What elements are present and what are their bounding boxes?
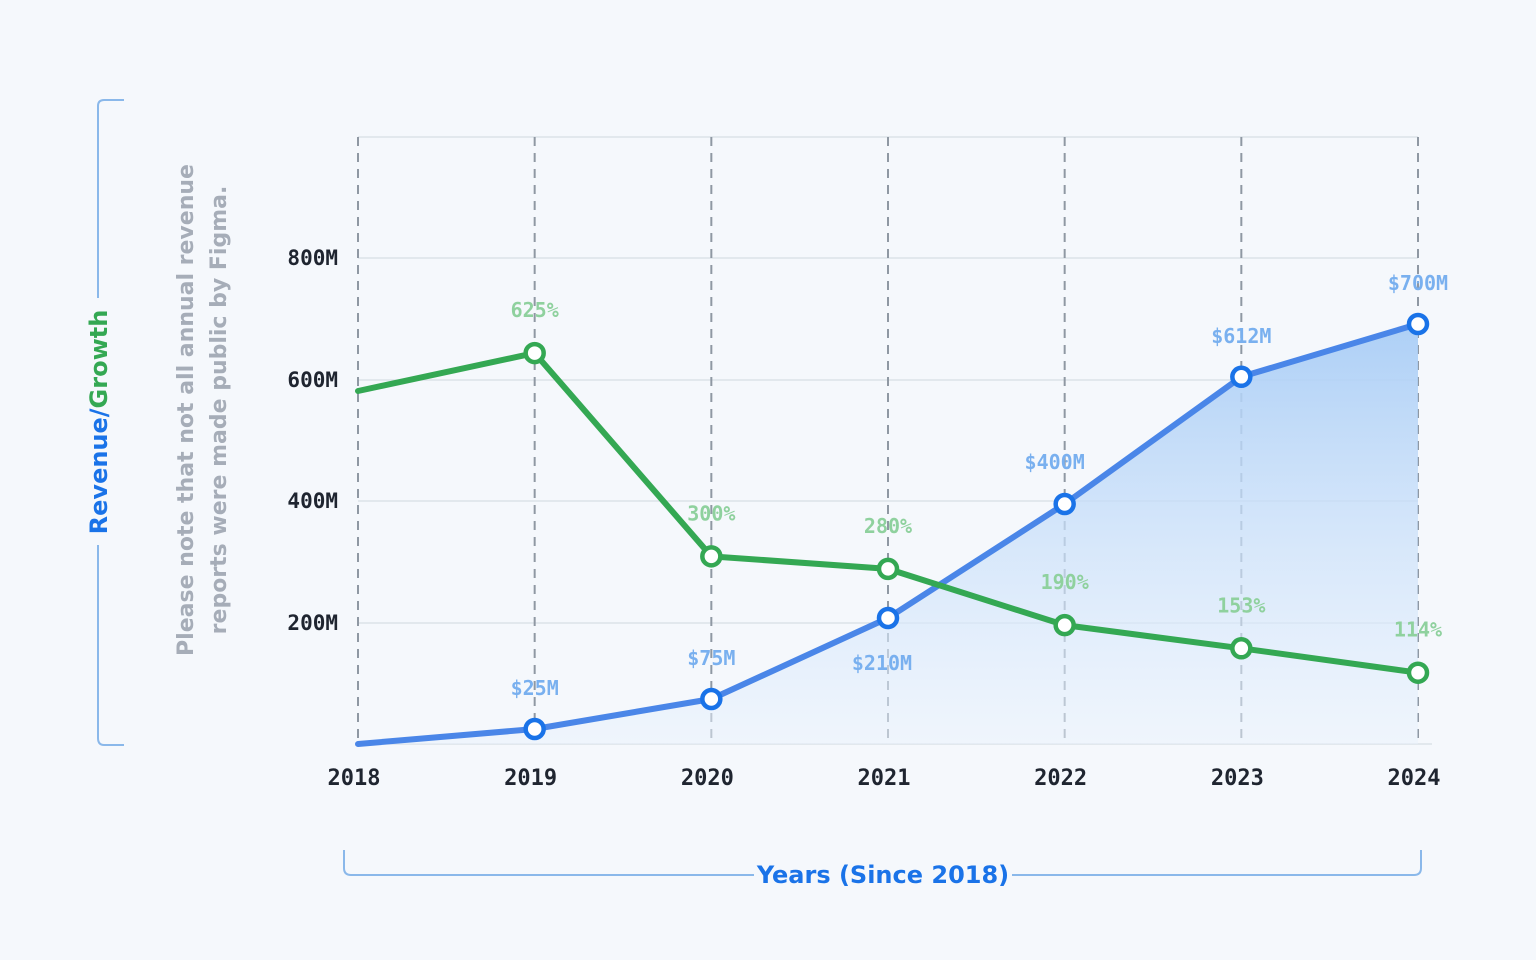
note-line: Please note that not all annual revenue [174, 164, 199, 656]
y-tick-label: 800M [287, 246, 338, 270]
growth-point [700, 545, 723, 568]
x-tick-label: 2021 [858, 766, 911, 791]
y-tick-label: 600M [287, 368, 338, 392]
revenue-data-label: $25M [511, 676, 559, 700]
growth-data-label: 625% [511, 298, 559, 322]
x-bracket-right [1012, 850, 1422, 876]
x-axis-title: Years (Since 2018) [756, 861, 1009, 889]
revenue-point [1053, 492, 1076, 516]
revenue-data-label: $612M [1211, 324, 1271, 348]
note-line: reports were made public by Figma. [207, 186, 232, 635]
revenue-point [1406, 312, 1430, 336]
y-axis-title-part: Revenue [85, 417, 113, 534]
x-tick-label: 2019 [504, 766, 557, 791]
x-tick-label: 2018 [328, 766, 381, 791]
y-tick-label: 400M [287, 489, 338, 513]
revenue-point [1230, 365, 1253, 389]
x-tick-label: 2023 [1211, 766, 1264, 791]
y-axis-title: Revenue/Growth [85, 310, 113, 535]
growth-point [523, 341, 546, 365]
growth-point [1053, 613, 1076, 637]
x-bracket-left [343, 850, 754, 876]
revenue-point [523, 717, 546, 741]
growth-point [1230, 637, 1253, 660]
y-axis-title-part: / [85, 408, 113, 417]
revenue-data-label: $700M [1388, 271, 1448, 295]
growth-data-label: 190% [1041, 570, 1089, 594]
growth-data-label: 300% [687, 501, 735, 525]
growth-data-label: 280% [864, 514, 912, 538]
growth-data-label: 153% [1217, 593, 1265, 617]
y-bracket-bottom [97, 545, 124, 746]
revenue-point [700, 687, 723, 711]
points [523, 312, 1430, 741]
growth-point [1406, 661, 1430, 684]
x-tick-label: 2020 [681, 766, 734, 791]
revenue-point [876, 606, 900, 630]
revenue-data-label: $75M [687, 646, 735, 670]
revenue-data-label: $210M [852, 651, 912, 675]
x-tick-label: 2024 [1388, 766, 1441, 791]
y-tick-label: 200M [287, 611, 338, 635]
x-tick-label: 2022 [1034, 766, 1087, 791]
axes: 200M 400M 600M 800M 2018 2019 2020 2021 2022 2023… [85, 99, 1441, 889]
y-bracket-top [97, 99, 124, 298]
growth-data-label: 114% [1394, 618, 1442, 642]
growth-point [876, 557, 900, 581]
data-labels: 625% 300% 280% 190% 153% 114% $25M $75M $210M $40… [511, 271, 1449, 700]
y-axis-title-part: Growth [85, 310, 113, 409]
revenue-data-label: $400M [1025, 450, 1085, 474]
